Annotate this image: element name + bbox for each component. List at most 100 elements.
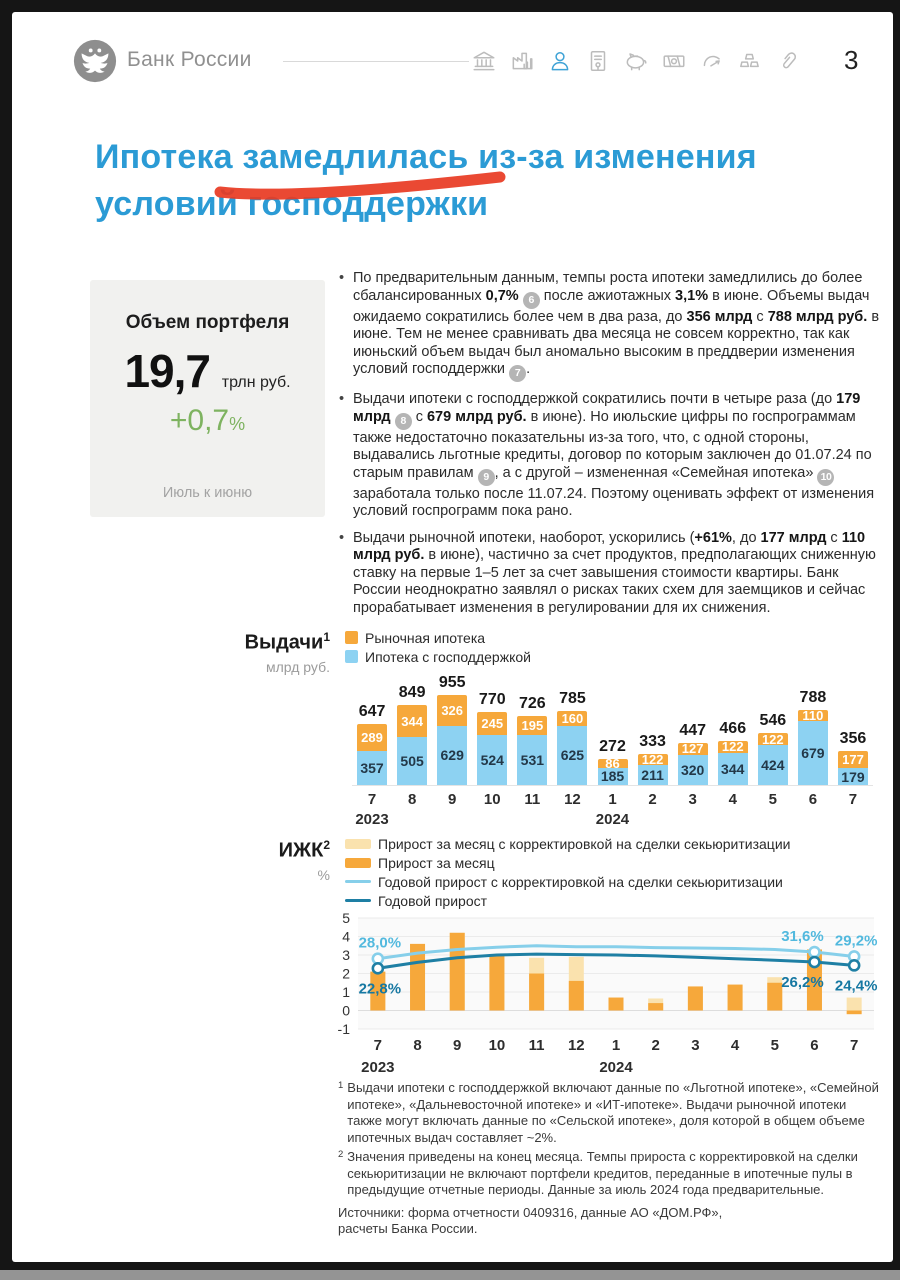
bar-segment-subsidized: 179 [837,768,868,785]
bank-of-russia-logo [73,39,117,83]
svg-text:3: 3 [342,947,350,963]
svg-text:0: 0 [342,1003,350,1019]
legend-label: Рыночная ипотека [365,629,486,646]
bar-segment-market: 127 [677,741,708,756]
bar-segment-subsidized: 344 [717,752,748,785]
bar-total-label: 333 [639,732,666,750]
bar-group: 546 122 424 [753,712,793,785]
x-tick-label: 4 [728,791,737,808]
bar-segment-market: 122 [717,739,748,754]
bar-total-label: 466 [719,719,747,737]
svg-text:7: 7 [850,1037,858,1054]
x-tick-label: 10 [483,791,501,808]
x-tick-label: 7 [848,791,858,808]
svg-text:28,0%: 28,0% [359,935,402,952]
header-divider [283,61,469,62]
bar-group: 849 344 505 [392,684,432,785]
x-tick-label: 2 [648,791,657,808]
svg-text:2024: 2024 [599,1059,633,1076]
bar-segment-market: 326 [437,694,468,726]
bar-total-label: 447 [679,721,707,739]
legend-swatch [345,857,371,868]
footnotes: 1 Выдачи ипотеки с господдержкой включают… [338,1080,883,1238]
x-tick-label: 9 [448,791,457,808]
svg-text:9: 9 [453,1037,461,1054]
bar-total-label: 647 [358,702,386,720]
header-icon-nav [470,47,801,74]
svg-text:7: 7 [374,1037,382,1054]
bar-segment-market: 177 [837,751,868,769]
bar-segment-subsidized: 531 [517,734,548,785]
svg-text:6: 6 [810,1037,818,1054]
bar-segment-subsidized: 629 [437,725,468,785]
legend-item: Прирост за месяц [345,853,790,872]
bar-total-label: 356 [839,730,867,748]
bar-total-label: 546 [759,712,787,730]
bar-group: 647 289 357 [352,703,392,785]
bar-group: 356 177 179 [833,730,873,785]
note-badge: 10 [817,468,835,486]
person-icon[interactable] [546,47,573,74]
bar-segment-subsidized: 320 [677,754,708,785]
brand-name: Банк России [127,48,252,71]
legend-swatch [345,650,358,663]
bar-segment-subsidized: 625 [557,725,588,785]
svg-text:2: 2 [342,966,350,982]
sources-line: Источники: форма отчетности 0409316, дан… [338,1204,723,1237]
svg-text:1: 1 [612,1037,620,1054]
bank-building-icon[interactable] [470,47,497,74]
legend-item: Рыночная ипотека [345,628,531,647]
banknote-icon[interactable] [660,47,687,74]
portfolio-unit: трлн руб. [221,374,291,391]
note-badge: 7 [509,365,527,382]
izhk-combo-chart: 5 4 3 2 1 0 -1 28,0% 31,6% 29,2% 22,8% 26,2% 24,4% 7 8… [334,908,886,1085]
chart1-legend: Рыночная ипотека Ипотека с господдержкой [345,628,531,666]
legend-label: Прирост за месяц [378,854,495,871]
chart1-unit: млрд руб. [265,658,330,675]
industry-icon[interactable] [508,47,535,74]
bar-segment-market: 86 [597,756,628,771]
svg-text:4: 4 [342,929,350,945]
portfolio-card: Объем портфеля 19,7 трлн руб. +0,7% Июль… [90,280,325,517]
note-badge: 6 [522,291,540,309]
bar-group: 333 122 211 [633,733,673,785]
certificate-icon[interactable] [584,47,611,74]
piggy-bank-icon[interactable] [622,47,649,74]
bullet-item: Выдачи рыночной ипотеки, наоборот, ускор… [338,530,885,618]
bar-total-label: 788 [799,689,827,707]
bar-segment-subsidized: 524 [477,735,508,785]
chart1-x-axis: 7 8 9 10 11 12 1 2 3 4 5 6 7 [352,791,873,808]
bullet-item: По предварительным данным, темпы роста и… [338,270,885,382]
svg-text:5: 5 [342,910,350,926]
note-badge: 8 [394,412,412,430]
legend-label: Годовой прирост [378,892,488,909]
chart2-header: ИЖК2 % [162,838,330,883]
legend-item: Годовой прирост с корректировкой на сдел… [345,872,790,891]
svg-text:2: 2 [652,1037,660,1054]
svg-text:3: 3 [691,1037,699,1054]
bar-segment-subsidized: 211 [637,765,668,785]
chart1-title: Выдачи1 [244,630,330,654]
gauge-icon[interactable] [698,47,725,74]
bar-total-label: 726 [519,695,546,713]
bar-group: 788 110 679 [793,689,833,785]
chart2-title: ИЖК2 [278,838,330,862]
document-page: Банк России 3 Ипотека замедли [12,12,893,1262]
chart1-header: Выдачи1 млрд руб. [162,630,330,675]
bar-segment-subsidized: 357 [357,751,388,785]
gold-bars-icon[interactable] [736,47,763,74]
x-tick-label: 12 [564,791,581,808]
x-tick-label: 3 [688,791,697,808]
bar-segment-subsidized: 505 [397,737,428,785]
portfolio-caption: Июль к июню [162,485,253,501]
vydachi-bar-chart: 647 289 357 849 344 505 955 326 629 770 245 524 726 1… [352,668,873,786]
legend-swatch [345,899,371,902]
svg-text:-1: -1 [338,1021,351,1037]
bullet-item: Выдачи ипотеки с господдержкой сократили… [338,391,885,521]
paperclip-icon[interactable] [774,47,801,74]
svg-text:31,6%: 31,6% [781,928,824,945]
portfolio-value: 19,7 трлн руб. [124,345,291,397]
x-tick-label: 5 [768,791,777,808]
x-tick-label: 8 [407,791,417,808]
legend-swatch [345,631,358,644]
